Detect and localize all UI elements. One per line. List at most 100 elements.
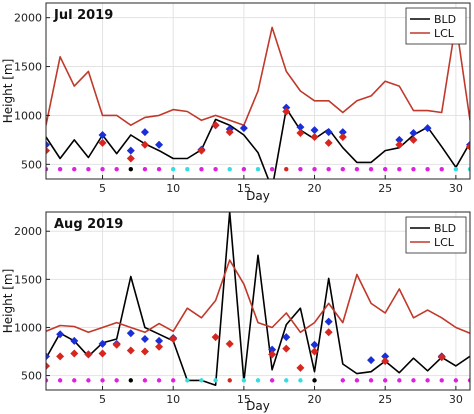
legend-box xyxy=(405,216,467,254)
y-tick-label: 500 xyxy=(21,370,42,383)
data-point xyxy=(269,167,275,172)
data-point xyxy=(57,167,63,172)
data-point xyxy=(213,167,218,172)
legend-box xyxy=(405,7,467,45)
data-point xyxy=(227,378,232,383)
data-point xyxy=(298,167,303,172)
data-point xyxy=(439,167,444,172)
data-point xyxy=(171,167,176,172)
data-point xyxy=(354,167,360,172)
data-point xyxy=(140,347,149,356)
data-point xyxy=(70,336,79,345)
y-tick-label: 1000 xyxy=(14,321,42,334)
data-point xyxy=(310,126,319,135)
data-point xyxy=(423,124,432,133)
data-point xyxy=(367,356,376,365)
data-point xyxy=(211,333,220,342)
data-point xyxy=(57,378,63,383)
data-point xyxy=(340,167,345,172)
data-point xyxy=(324,128,333,137)
data-point xyxy=(239,124,248,133)
data-point xyxy=(409,129,418,138)
data-point xyxy=(70,349,79,358)
data-point xyxy=(171,378,176,383)
data-point xyxy=(46,140,50,149)
legend-label-lcl: LCL xyxy=(434,236,455,249)
data-point xyxy=(225,339,234,348)
y-axis-label: Height [m] xyxy=(1,59,15,124)
y-tick-label: 2000 xyxy=(14,12,42,25)
x-tick-label: 15 xyxy=(237,182,251,195)
data-point xyxy=(140,140,149,149)
data-point xyxy=(383,167,388,172)
data-point xyxy=(114,167,119,172)
data-point xyxy=(100,378,105,383)
data-point xyxy=(211,121,220,130)
data-point xyxy=(128,378,133,383)
data-point xyxy=(46,167,49,172)
data-point xyxy=(467,378,470,383)
data-point xyxy=(98,131,107,139)
data-point xyxy=(46,361,50,370)
plot-area xyxy=(46,212,470,390)
data-point xyxy=(225,128,234,137)
series-line-lcl xyxy=(46,21,470,126)
x-tick-label: 10 xyxy=(166,182,180,195)
data-point xyxy=(155,140,164,149)
data-point xyxy=(46,146,50,155)
y-axis-label: Height [m] xyxy=(1,269,15,334)
y-tick-label: 1500 xyxy=(14,61,42,74)
data-point xyxy=(383,378,388,383)
data-point xyxy=(84,350,93,359)
data-point xyxy=(126,154,135,163)
data-point xyxy=(199,167,204,172)
data-point xyxy=(340,378,345,383)
data-point xyxy=(269,378,275,383)
data-point xyxy=(368,167,374,172)
data-point xyxy=(298,378,303,383)
data-point xyxy=(296,123,305,132)
data-point xyxy=(397,167,402,172)
data-point xyxy=(453,167,459,172)
data-point xyxy=(425,167,430,172)
data-point xyxy=(439,378,444,383)
data-point xyxy=(56,352,65,361)
legend-label-bld: BLD xyxy=(434,222,456,235)
y-tick-label: 2000 xyxy=(14,225,42,238)
data-point xyxy=(395,140,404,149)
data-point xyxy=(310,340,319,349)
data-point xyxy=(156,167,162,172)
data-point xyxy=(140,335,149,344)
chart-panel-1: 5 10 15 20 25 30 500 1000 1500 2000 Day Height [m] J… xyxy=(1,2,471,203)
x-tick-label: 5 xyxy=(99,182,106,195)
data-point xyxy=(395,135,404,144)
data-point xyxy=(199,378,204,383)
data-point xyxy=(282,344,291,353)
data-point xyxy=(255,378,261,383)
y-tick-label: 1500 xyxy=(14,273,42,286)
data-point xyxy=(142,378,148,383)
data-point xyxy=(112,340,121,349)
data-point xyxy=(72,378,77,383)
x-tick-label: 30 xyxy=(449,393,463,406)
data-point xyxy=(326,167,331,172)
x-tick-label: 20 xyxy=(308,393,322,406)
data-point xyxy=(296,363,305,372)
data-point xyxy=(368,378,374,383)
axes-frame xyxy=(45,2,471,180)
series-layer xyxy=(46,21,470,179)
data-point xyxy=(185,167,190,172)
series-line-bld xyxy=(46,212,470,387)
data-point xyxy=(437,353,446,362)
data-point xyxy=(46,352,50,361)
data-point xyxy=(425,378,430,383)
data-point xyxy=(467,167,470,172)
data-point xyxy=(128,167,133,172)
data-point xyxy=(284,378,289,383)
x-tick-label: 20 xyxy=(308,182,322,195)
data-point xyxy=(98,339,107,348)
data-point xyxy=(310,132,319,141)
x-tick-label: 30 xyxy=(449,182,463,195)
